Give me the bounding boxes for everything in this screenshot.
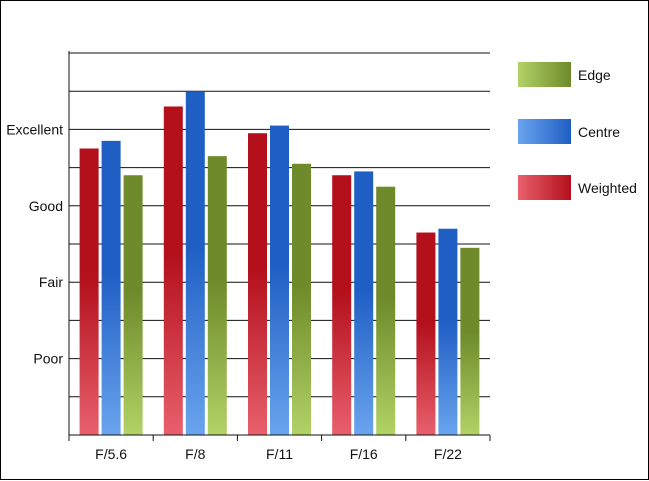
- bar-weighted-f56: [79, 148, 99, 435]
- bar-centre-f11: [270, 125, 289, 435]
- axes: [68, 51, 491, 441]
- bar-edge-f11: [292, 163, 311, 435]
- legend-swatch-edge: [518, 62, 571, 87]
- bar-weighted-f11: [248, 133, 267, 435]
- legend-label-centre: Centre: [578, 124, 620, 140]
- y-tick-label-excellent: Excellent: [6, 121, 63, 137]
- x-tick-label-f22: F/22: [434, 446, 462, 462]
- bars: [79, 91, 480, 436]
- bar-edge-f56: [123, 175, 143, 436]
- legend: Edge Centre Weighted: [518, 62, 637, 200]
- bar-centre-f56: [101, 140, 121, 436]
- y-tick-label-good: Good: [29, 198, 63, 214]
- x-tick-labels: F/5.6 F/8 F/11 F/16 F/22: [95, 446, 462, 462]
- legend-swatch-centre: [518, 119, 571, 144]
- y-tick-label-fair: Fair: [39, 274, 63, 290]
- bar-centre-f8: [185, 91, 205, 435]
- y-tick-labels: Poor Fair Good Excellent: [6, 121, 63, 366]
- bar-centre-f22: [438, 228, 458, 435]
- bar-edge-f22: [460, 247, 480, 435]
- y-tick-label-poor: Poor: [33, 351, 63, 367]
- x-tick-label-f8: F/8: [185, 446, 205, 462]
- legend-swatch-weighted: [518, 175, 571, 200]
- x-tick-label-f56: F/5.6: [95, 446, 127, 462]
- x-tick-label-f16: F/16: [350, 446, 378, 462]
- bar-edge-f8: [207, 156, 227, 435]
- bar-centre-f16: [354, 171, 374, 436]
- x-tick-label-f11: F/11: [266, 446, 293, 462]
- bar-weighted-f8: [163, 106, 183, 435]
- legend-label-weighted: Weighted: [578, 180, 637, 196]
- bar-weighted-f16: [332, 175, 352, 436]
- bar-weighted-f22: [416, 232, 436, 435]
- legend-label-edge: Edge: [578, 67, 611, 83]
- bar-edge-f16: [376, 186, 396, 435]
